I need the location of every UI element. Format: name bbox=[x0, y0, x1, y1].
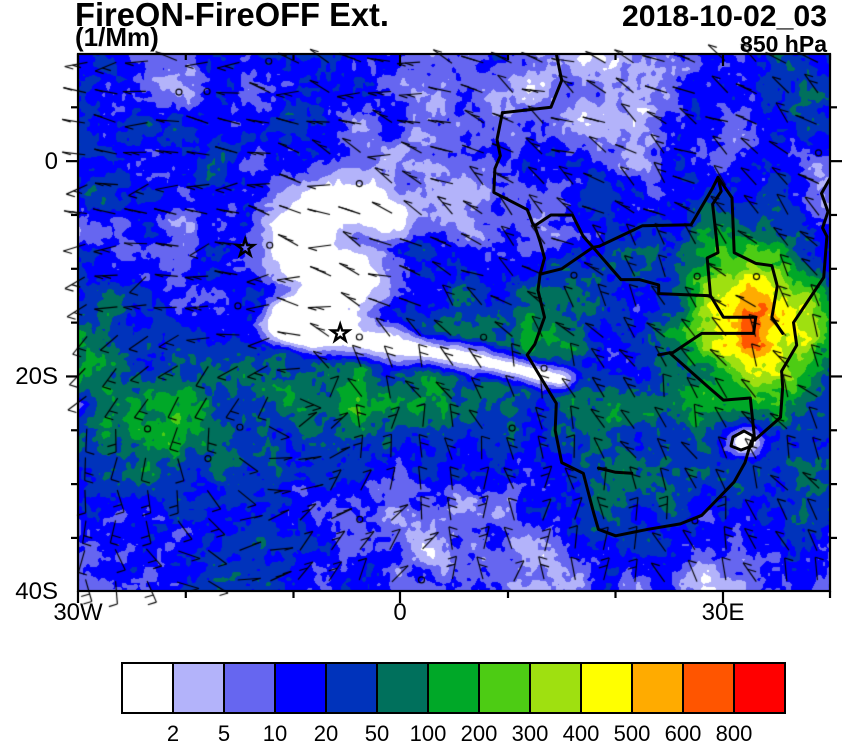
svg-text:200: 200 bbox=[461, 721, 498, 746]
svg-text:0: 0 bbox=[45, 148, 58, 175]
svg-text:20S: 20S bbox=[15, 363, 58, 390]
svg-text:2: 2 bbox=[167, 721, 179, 746]
svg-text:400: 400 bbox=[563, 721, 600, 746]
svg-text:50: 50 bbox=[365, 721, 389, 746]
svg-text:300: 300 bbox=[512, 721, 549, 746]
svg-text:600: 600 bbox=[665, 721, 702, 746]
svg-text:850 hPa: 850 hPa bbox=[740, 31, 827, 57]
svg-text:2018-10-02_03: 2018-10-02_03 bbox=[622, 0, 827, 33]
svg-text:30E: 30E bbox=[702, 599, 745, 626]
svg-text:100: 100 bbox=[410, 721, 447, 746]
svg-text:40S: 40S bbox=[15, 578, 58, 605]
svg-text:10: 10 bbox=[263, 721, 287, 746]
svg-text:5: 5 bbox=[218, 721, 230, 746]
svg-text:(1/Mm): (1/Mm) bbox=[75, 22, 159, 52]
svg-text:800: 800 bbox=[716, 721, 753, 746]
svg-text:20: 20 bbox=[314, 721, 338, 746]
svg-text:0: 0 bbox=[393, 599, 406, 626]
svg-text:30W: 30W bbox=[53, 599, 103, 626]
svg-text:500: 500 bbox=[614, 721, 651, 746]
